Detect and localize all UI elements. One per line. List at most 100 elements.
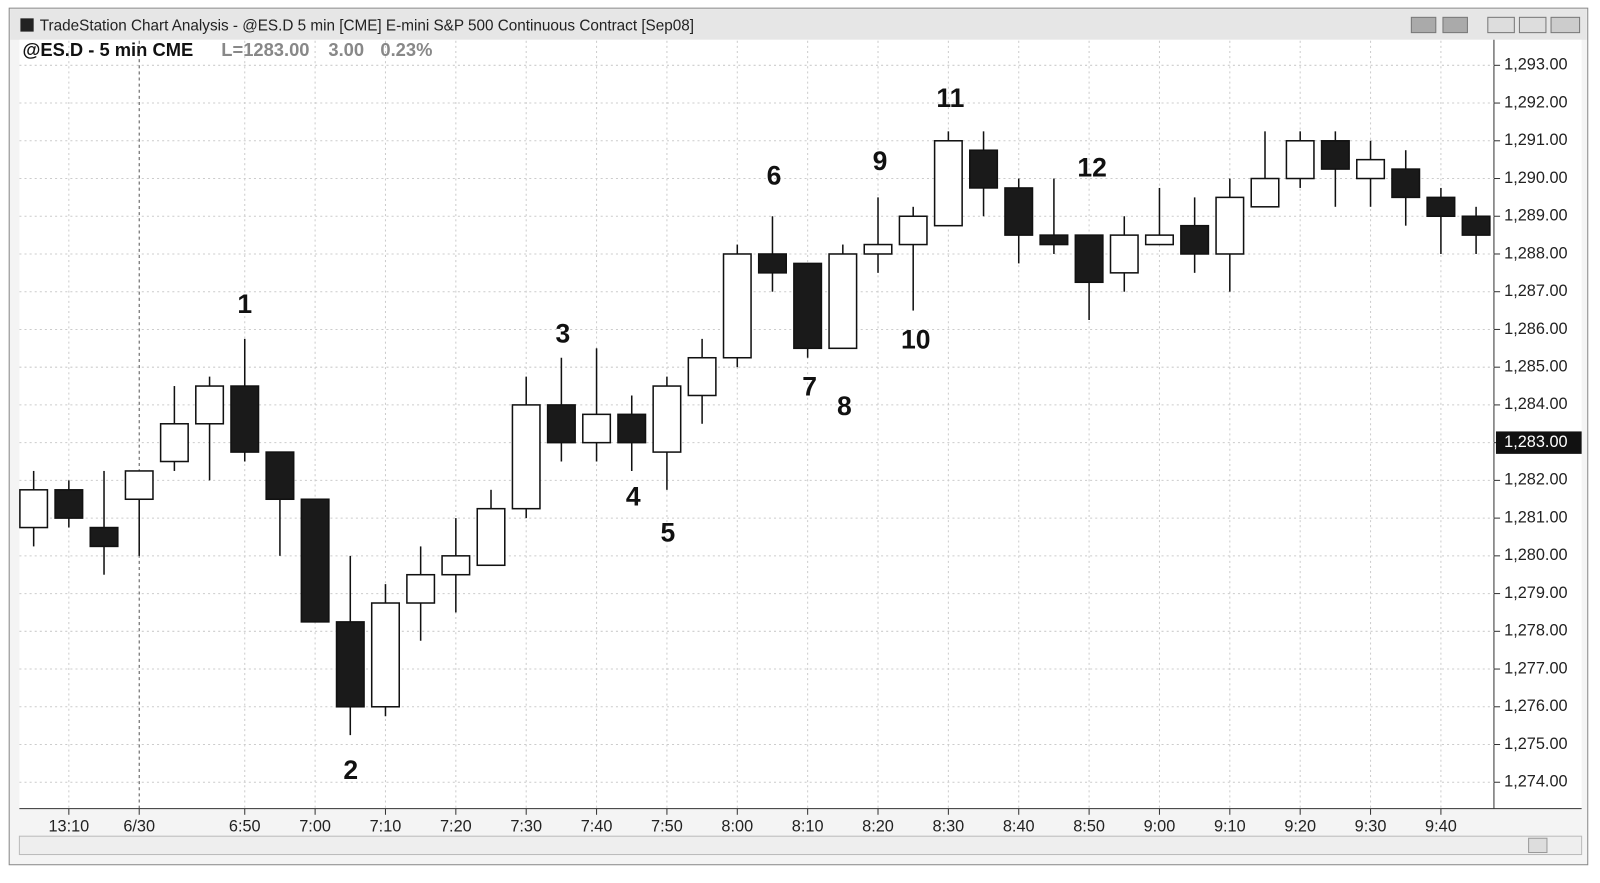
window-title: TradeStation Chart Analysis - @ES.D 5 mi… xyxy=(40,18,694,35)
x-tick-label: 9:20 xyxy=(1284,817,1316,835)
y-tick-label: 1,278.00 xyxy=(1504,622,1567,640)
candle-body xyxy=(159,423,189,463)
candle-body xyxy=(19,489,49,529)
y-tick-label: 1,284.00 xyxy=(1504,395,1567,413)
close-button[interactable] xyxy=(1550,16,1581,34)
minimize-button[interactable] xyxy=(1487,16,1515,34)
x-tick-label: 8:10 xyxy=(792,817,824,835)
y-tick-label: 1,290.00 xyxy=(1504,169,1567,187)
candle-body xyxy=(546,404,576,444)
x-tick-label: 8:20 xyxy=(862,817,894,835)
y-tick-label: 1,291.00 xyxy=(1504,131,1567,149)
annotation: 4 xyxy=(626,482,641,512)
annotation: 6 xyxy=(767,160,782,190)
annotation: 12 xyxy=(1077,152,1106,182)
annotation: 2 xyxy=(343,755,358,785)
y-tick-label: 1,275.00 xyxy=(1504,735,1567,753)
y-tick-label: 1,292.00 xyxy=(1504,93,1567,111)
candle-body xyxy=(1461,215,1491,236)
candle-body xyxy=(1426,196,1456,218)
app-icon xyxy=(20,18,34,32)
x-tick-label: 8:50 xyxy=(1073,817,1105,835)
x-tick-label: 8:30 xyxy=(933,817,965,835)
candle-body xyxy=(1391,168,1421,199)
annotation: 1 xyxy=(237,289,252,319)
x-tick-label: 6:50 xyxy=(229,817,261,835)
y-tick-label: 1,280.00 xyxy=(1504,546,1567,564)
candle-body xyxy=(1039,234,1069,246)
change-pct-label: 0.23% xyxy=(380,39,432,60)
candle-body xyxy=(511,404,541,510)
annotation: 9 xyxy=(873,146,888,176)
x-tick-label: 7:30 xyxy=(510,817,542,835)
candle-body xyxy=(1250,177,1280,208)
candle-body xyxy=(89,526,119,548)
candle-body xyxy=(195,385,225,425)
toolbar-button[interactable] xyxy=(1410,16,1437,34)
last-price-marker xyxy=(1495,431,1582,454)
candle-body xyxy=(1004,187,1034,236)
candle-body xyxy=(757,253,787,274)
y-tick-label: 1,286.00 xyxy=(1504,320,1567,338)
toolbar-button[interactable] xyxy=(1442,16,1468,34)
x-tick-label: 7:50 xyxy=(651,817,683,835)
candle-body xyxy=(722,253,752,359)
annotation: 8 xyxy=(837,391,852,421)
x-tick-label: 9:10 xyxy=(1214,817,1246,835)
candle-body xyxy=(265,451,295,501)
change-label: 3.00 xyxy=(328,39,364,60)
x-tick-label: 8:40 xyxy=(1003,817,1035,835)
candle-body xyxy=(828,253,858,350)
annotation: 11 xyxy=(936,83,964,113)
x-tick-label: 7:40 xyxy=(581,817,613,835)
x-tick-label: 9:40 xyxy=(1425,817,1457,835)
annotation: 3 xyxy=(556,318,571,348)
maximize-button[interactable] xyxy=(1518,16,1547,34)
y-tick-label: 1,293.00 xyxy=(1504,56,1567,74)
x-tick-label: 8:00 xyxy=(721,817,753,835)
y-tick-label: 1,288.00 xyxy=(1504,244,1567,262)
candle-body xyxy=(933,140,963,227)
candle-body xyxy=(335,621,365,708)
y-tick-label: 1,276.00 xyxy=(1504,697,1567,715)
y-tick-label: 1,287.00 xyxy=(1504,282,1567,300)
y-tick-label: 1,282.00 xyxy=(1504,471,1567,489)
candle-body xyxy=(1109,234,1139,274)
candle-body xyxy=(652,385,682,453)
x-tick-label: 7:00 xyxy=(299,817,331,835)
candle-body xyxy=(1074,234,1104,284)
last-label: L=1283.00 xyxy=(221,39,309,60)
candle-body xyxy=(1144,234,1174,246)
symbol-label: @ES.D - 5 min CME xyxy=(22,39,193,60)
candle-body xyxy=(476,507,506,567)
x-tick-label: 13:10 xyxy=(48,817,89,835)
x-tick-label: 9:00 xyxy=(1144,817,1176,835)
y-tick-label: 1,281.00 xyxy=(1504,508,1567,526)
last-price-label: 1,283.00 xyxy=(1504,433,1567,451)
candle-body xyxy=(230,385,260,453)
y-tick-label: 1,277.00 xyxy=(1504,659,1567,677)
y-tick-label: 1,289.00 xyxy=(1504,207,1567,225)
scrollbar[interactable] xyxy=(18,835,1583,856)
candle-body xyxy=(441,555,471,576)
candle-body xyxy=(1180,224,1210,255)
candle-body xyxy=(1320,140,1350,170)
candle-body xyxy=(54,489,84,519)
candle-body xyxy=(406,573,436,604)
annotation: 5 xyxy=(661,517,676,547)
x-tick-label: 6/30 xyxy=(123,817,155,835)
scroll-thumb[interactable] xyxy=(1528,837,1548,854)
candle-body xyxy=(863,243,893,255)
x-tick-label: 7:10 xyxy=(370,817,402,835)
candle-body xyxy=(300,498,330,623)
y-tick-label: 1,285.00 xyxy=(1504,357,1567,375)
candle-body xyxy=(1215,196,1245,255)
candle-body xyxy=(370,602,401,708)
candle-body xyxy=(124,470,154,501)
x-tick-label: 7:20 xyxy=(440,817,472,835)
title-bar xyxy=(10,9,1587,40)
candle-body xyxy=(582,413,612,444)
candle-body xyxy=(687,356,717,397)
candle-body xyxy=(1356,158,1386,180)
